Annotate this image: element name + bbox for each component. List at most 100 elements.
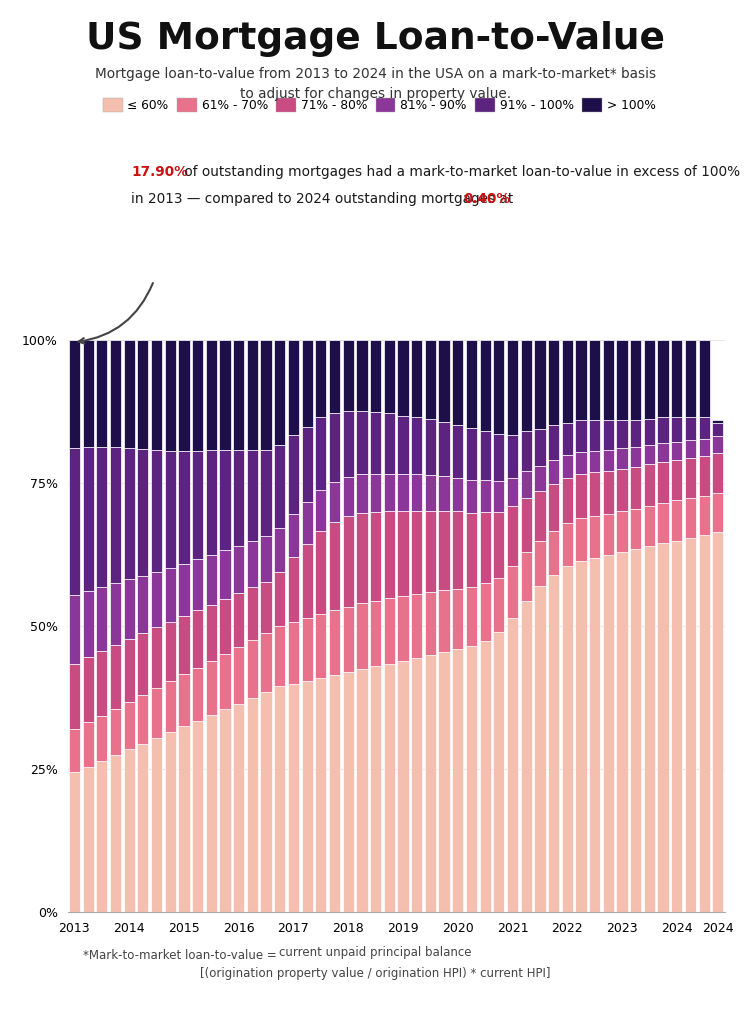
Bar xyxy=(397,340,409,415)
Bar xyxy=(110,708,121,755)
Bar xyxy=(562,524,573,566)
Bar xyxy=(206,555,217,604)
Bar xyxy=(302,502,312,544)
Bar xyxy=(192,340,204,451)
Bar xyxy=(520,340,532,431)
Bar xyxy=(562,456,573,478)
Bar xyxy=(452,425,463,477)
Bar xyxy=(124,340,135,447)
Bar xyxy=(534,466,545,491)
Bar xyxy=(685,537,696,912)
Bar xyxy=(493,577,505,632)
Bar xyxy=(96,651,107,716)
Bar xyxy=(164,681,176,732)
Bar xyxy=(219,551,231,599)
Bar xyxy=(520,552,532,601)
Bar xyxy=(562,340,573,423)
Bar xyxy=(425,340,436,420)
Bar xyxy=(425,655,436,912)
Bar xyxy=(261,536,272,581)
Bar xyxy=(671,540,683,912)
Bar xyxy=(411,474,422,510)
Bar xyxy=(274,340,285,445)
Bar xyxy=(617,469,628,511)
Bar xyxy=(178,451,189,564)
Bar xyxy=(329,610,340,675)
Bar xyxy=(439,422,450,476)
Bar xyxy=(342,672,354,912)
Bar xyxy=(233,340,244,450)
Text: 17.90%: 17.90% xyxy=(131,165,189,179)
Bar xyxy=(397,474,409,511)
Bar xyxy=(411,417,422,474)
Bar xyxy=(480,431,490,479)
Bar xyxy=(233,545,244,593)
Bar xyxy=(342,477,354,517)
Bar xyxy=(69,595,80,664)
Bar xyxy=(617,552,628,912)
Text: US Mortgage Loan-to-Value: US Mortgage Loan-to-Value xyxy=(86,21,665,57)
Bar xyxy=(233,450,244,545)
Bar xyxy=(480,584,490,640)
Bar xyxy=(548,426,559,460)
Text: *Mark-to-market loan-to-value =: *Mark-to-market loan-to-value = xyxy=(83,949,276,962)
Bar xyxy=(315,418,327,490)
Bar xyxy=(534,429,545,466)
Bar xyxy=(206,340,217,451)
Bar xyxy=(274,572,285,626)
Bar xyxy=(520,431,532,471)
Bar xyxy=(329,522,340,610)
Bar xyxy=(192,721,204,912)
Bar xyxy=(96,761,107,912)
Bar xyxy=(96,340,107,446)
Bar xyxy=(137,743,149,912)
Bar xyxy=(603,555,614,912)
Bar xyxy=(644,340,655,419)
Bar xyxy=(589,516,600,558)
Bar xyxy=(247,588,258,640)
Bar xyxy=(439,340,450,422)
Bar xyxy=(137,576,149,633)
Bar xyxy=(96,716,107,761)
Bar xyxy=(370,511,382,601)
Bar xyxy=(575,452,587,474)
Bar xyxy=(685,440,696,458)
Bar xyxy=(206,604,217,661)
Bar xyxy=(452,511,463,589)
Bar xyxy=(452,589,463,650)
Bar xyxy=(69,772,80,912)
Bar xyxy=(466,646,477,912)
Bar xyxy=(137,633,149,695)
Bar xyxy=(315,677,327,912)
Bar xyxy=(137,695,149,743)
Bar xyxy=(671,460,683,500)
Bar xyxy=(124,702,135,750)
Bar xyxy=(206,716,217,912)
Bar xyxy=(219,340,231,451)
Bar xyxy=(466,428,477,479)
Bar xyxy=(534,340,545,429)
Bar xyxy=(151,688,162,738)
Bar xyxy=(288,623,299,684)
Bar xyxy=(589,340,600,421)
Bar xyxy=(233,703,244,912)
Bar xyxy=(261,692,272,912)
Bar xyxy=(178,340,189,451)
Bar xyxy=(630,509,641,550)
Bar xyxy=(671,340,683,417)
Bar xyxy=(452,477,463,511)
Bar xyxy=(520,471,532,498)
Bar xyxy=(192,667,204,721)
Bar xyxy=(575,474,587,519)
Bar xyxy=(548,340,559,426)
Bar xyxy=(370,340,382,411)
Bar xyxy=(480,340,490,431)
Bar xyxy=(712,423,723,436)
Bar xyxy=(69,448,80,595)
Bar xyxy=(69,664,80,729)
Bar xyxy=(164,622,176,681)
Bar xyxy=(617,340,628,420)
Bar xyxy=(356,603,367,669)
Bar xyxy=(644,419,655,445)
Bar xyxy=(302,544,312,619)
